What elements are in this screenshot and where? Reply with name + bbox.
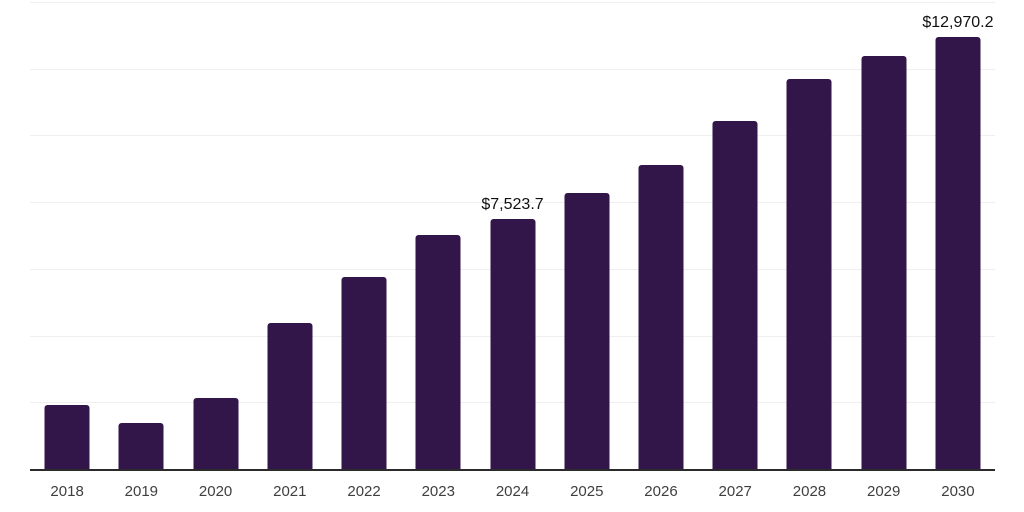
x-tick-2022: 2022	[347, 483, 381, 500]
bar-slot-2019	[104, 3, 178, 470]
bar-slot-2018	[30, 3, 104, 470]
bar-slot-2025	[550, 3, 624, 470]
data-label-2030: $12,970.2	[922, 14, 994, 32]
bar-2025[interactable]	[564, 193, 610, 470]
x-tick-2025: 2025	[570, 483, 604, 500]
plot-area: $7,523.7 $12,970.2	[30, 2, 995, 471]
gridline-14000	[30, 2, 995, 3]
bar-2020[interactable]	[193, 397, 239, 470]
bar-slot-2024: $7,523.7	[475, 3, 549, 470]
bar-2024[interactable]	[490, 219, 536, 470]
x-axis-labels: 2018 2019 2020 2021 2022 2023 2024 2025 2026 2027…	[30, 483, 995, 501]
bar-2026[interactable]	[638, 165, 684, 470]
x-tick-2028: 2028	[792, 483, 827, 500]
x-tick-2027: 2027	[718, 483, 752, 500]
data-label-2024: $7,523.7	[481, 196, 544, 214]
bar-2029[interactable]	[861, 55, 907, 470]
bar-2022[interactable]	[341, 276, 387, 470]
x-tick-2030: 2030	[941, 483, 975, 500]
bar-slot-2021	[253, 3, 327, 470]
bar-slot-2020	[178, 3, 252, 470]
x-tick-2023: 2023	[421, 483, 455, 500]
bar-slot-2028	[772, 3, 846, 470]
bar-2027[interactable]	[712, 120, 758, 470]
bar-slot-2030: $12,970.2	[921, 3, 995, 470]
bar-2023[interactable]	[415, 234, 461, 470]
x-axis-line	[30, 469, 995, 471]
x-tick-2021: 2021	[273, 483, 307, 500]
x-tick-2024: 2024	[495, 483, 530, 500]
bar-slot-2022	[327, 3, 401, 470]
gridline-8000	[30, 202, 995, 204]
x-tick-2018: 2018	[50, 483, 84, 500]
x-tick-2029: 2029	[867, 483, 901, 500]
x-tick-2020: 2020	[198, 483, 233, 500]
bar-slot-2029	[847, 3, 921, 470]
gridline-12000	[30, 68, 995, 70]
gridline-10000	[30, 135, 995, 137]
bar-slot-2023	[401, 3, 475, 470]
bar-2021[interactable]	[267, 322, 313, 470]
bar-2030[interactable]	[935, 37, 981, 470]
bar-2018[interactable]	[44, 404, 90, 470]
x-tick-2026: 2026	[644, 483, 678, 500]
bar-2028[interactable]	[786, 78, 832, 470]
bar-slot-2027	[698, 3, 772, 470]
bars-row: $7,523.7 $12,970.2	[30, 3, 995, 470]
bar-slot-2026	[624, 3, 698, 470]
bar-2019[interactable]	[118, 422, 164, 470]
x-tick-2019: 2019	[124, 483, 159, 500]
